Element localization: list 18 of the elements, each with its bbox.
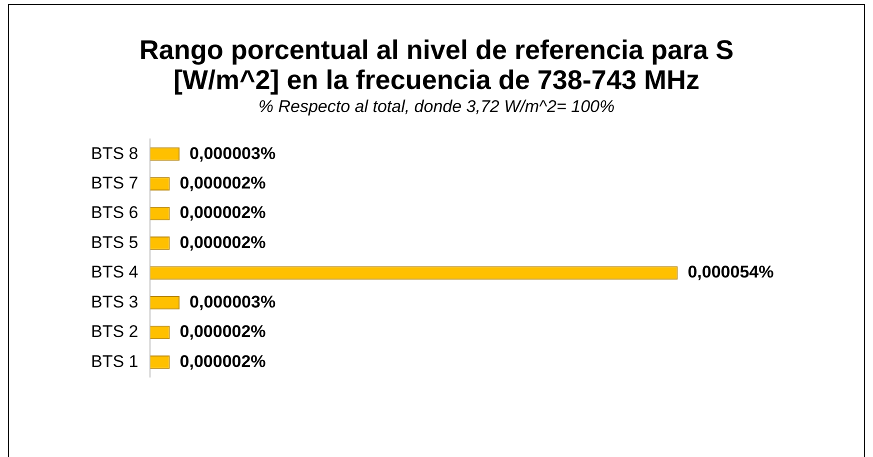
y-tick-label: BTS 5 (90, 232, 138, 252)
y-tick-label: BTS 7 (90, 173, 138, 192)
chart-title: Rango porcentual al nivel de referencia para S [W/m^2] en la frecuencia de 738-743 MHz (138, 35, 735, 95)
data-label: 0,000003% (190, 144, 276, 163)
chart-subtitle: % Respecto al total, donde 3,72 W/m^2= 100% (257, 97, 616, 117)
data-label: 0,000002% (180, 322, 266, 342)
y-tick-label: BTS 3 (90, 292, 138, 312)
data-label: 0,000002% (180, 232, 266, 252)
y-tick-label: BTS 2 (90, 322, 138, 342)
data-label: 0,000002% (180, 173, 266, 192)
y-tick-label: BTS 1 (90, 352, 138, 371)
data-label: 0,000002% (180, 352, 266, 371)
data-label: 0,000002% (180, 203, 266, 222)
y-tick-label: BTS 6 (90, 203, 138, 222)
y-tick-label: BTS 4 (90, 262, 138, 282)
data-label: 0,000003% (190, 292, 276, 312)
y-tick-label: BTS 8 (90, 144, 138, 163)
data-label: 0,000054% (688, 262, 774, 282)
